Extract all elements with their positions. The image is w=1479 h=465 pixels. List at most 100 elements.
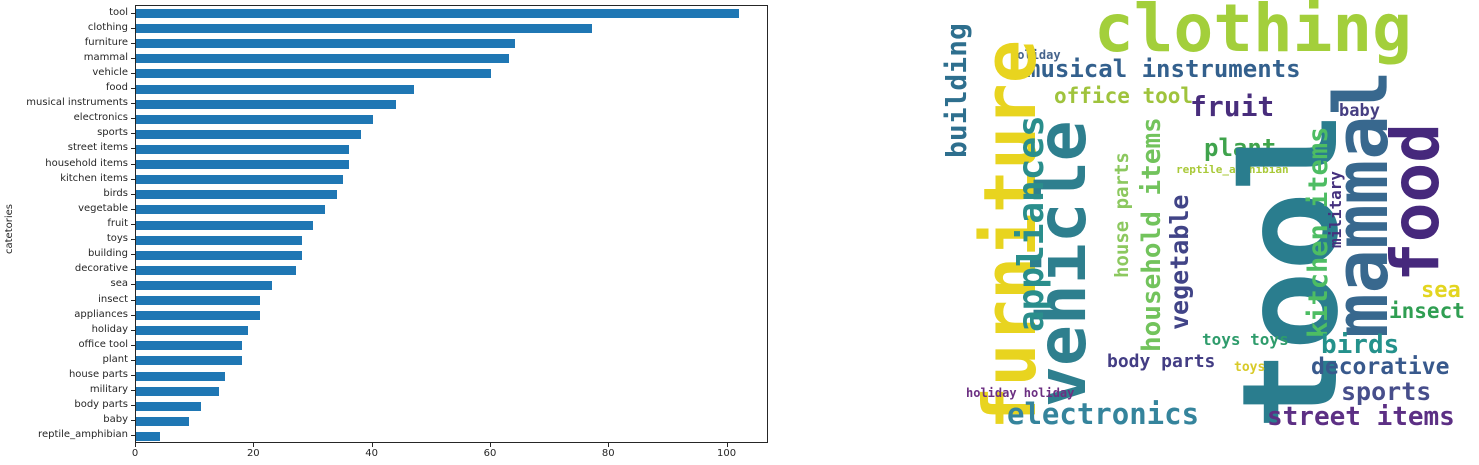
x-axis-tick-label: 100 [717, 448, 737, 459]
y-axis-tick [131, 284, 135, 286]
y-axis-tick [131, 163, 135, 165]
wordcloud-word: birds [1321, 330, 1400, 360]
wordcloud-word: appliances [1011, 115, 1052, 332]
x-axis-tick [608, 443, 610, 447]
y-axis-tick [131, 390, 135, 392]
x-axis-tick [726, 443, 728, 447]
x-axis-tick [135, 443, 136, 447]
wordcloud-word: fruit [1190, 90, 1275, 123]
bar [136, 371, 225, 381]
bar [136, 205, 326, 215]
category-label: office tool [78, 338, 128, 350]
bar [136, 175, 344, 185]
category-label: musical instruments [26, 97, 128, 109]
plot-area [135, 5, 768, 443]
category-label: holiday [91, 323, 128, 335]
wordcloud-word: building [940, 23, 973, 158]
y-axis-tick [131, 148, 135, 150]
category-label: household items [45, 157, 128, 169]
x-axis-tick-label: 20 [246, 448, 260, 459]
bar [136, 250, 302, 260]
y-axis-tick [131, 254, 135, 256]
y-axis-tick [131, 224, 135, 225]
x-axis-tick [253, 443, 255, 447]
category-label: mammal [83, 51, 128, 63]
bar [136, 235, 302, 245]
wordcloud-word: holiday [1010, 48, 1061, 62]
x-axis-tick-label: 0 [131, 448, 139, 459]
y-axis-tick [131, 299, 135, 301]
wordcloud-word: musical instruments [1026, 55, 1301, 83]
category-label: decorative [74, 263, 128, 275]
bar [136, 296, 261, 306]
bar [136, 416, 190, 426]
x-axis-tick-label: 60 [483, 448, 497, 459]
bar [136, 54, 509, 64]
wordcloud-word: sea [1421, 278, 1461, 303]
wordcloud-word: decorative [1311, 354, 1450, 380]
y-axis-tick [131, 193, 135, 195]
bar [136, 311, 261, 321]
wordcloud-word: plant [1204, 134, 1277, 162]
bar [136, 69, 491, 79]
bar [136, 160, 349, 170]
wordcloud-word: office tool [1054, 84, 1194, 108]
y-axis-tick [131, 344, 135, 346]
wordcloud-word: street items [1267, 402, 1455, 432]
wordcloud-word: toys toys [1202, 330, 1289, 349]
y-axis-tick [131, 27, 135, 29]
category-label: food [105, 82, 128, 94]
y-axis-tick [131, 405, 135, 407]
bar [136, 220, 314, 230]
bar [136, 99, 397, 109]
y-axis-tick [131, 359, 135, 361]
y-axis-tick [131, 329, 135, 331]
wordcloud-word: electronics [1007, 397, 1200, 431]
wordcloud-word: baby [1339, 101, 1380, 121]
bar [136, 356, 243, 366]
x-axis-tick-label: 80 [601, 448, 615, 459]
wordcloud-word: holiday holiday [966, 386, 1075, 400]
y-axis-tick [131, 88, 135, 90]
bar-chart-figure: catetories tool clothing furniture mammal ve… [4, 5, 768, 459]
category-label: baby [103, 414, 128, 426]
category-label: street items [67, 142, 128, 154]
y-axis-tick [131, 118, 135, 120]
bar [136, 190, 338, 200]
category-label: reptile_amphibian [38, 429, 128, 441]
category-label: building [87, 248, 128, 260]
bar [136, 401, 202, 411]
category-label: electronics [73, 112, 128, 124]
bar [136, 9, 740, 19]
bar [136, 39, 515, 49]
category-label: fruit [107, 218, 128, 229]
bar [136, 280, 273, 290]
wordcloud-word: sports [1341, 377, 1432, 406]
category-label: appliances [74, 308, 128, 320]
wordcloud-word: toys [1234, 360, 1266, 375]
category-label: plant [102, 353, 128, 365]
x-axis-tick [371, 443, 373, 447]
category-label: house parts [68, 369, 128, 381]
category-label: tool [109, 6, 128, 18]
y-axis-tick [131, 375, 135, 377]
bar [136, 84, 415, 94]
y-axis-tick [131, 208, 135, 210]
wordcloud-word: food [1377, 123, 1454, 282]
category-label: vehicle [92, 66, 128, 78]
wordcloud-word: house parts [1111, 152, 1133, 278]
category-label: sea [110, 278, 129, 290]
bar [136, 326, 249, 336]
category-label: toys [106, 233, 128, 245]
y-axis-tick [131, 42, 135, 44]
category-label: kitchen items [60, 172, 128, 184]
category-label: clothing [87, 21, 128, 33]
bar [136, 386, 219, 396]
y-axis-tick [131, 12, 135, 14]
wordcloud-word: insect [1389, 299, 1465, 323]
category-label: furniture [84, 36, 128, 48]
y-axis-tick [131, 420, 135, 422]
bar [136, 431, 160, 441]
x-axis-tick [489, 443, 491, 447]
